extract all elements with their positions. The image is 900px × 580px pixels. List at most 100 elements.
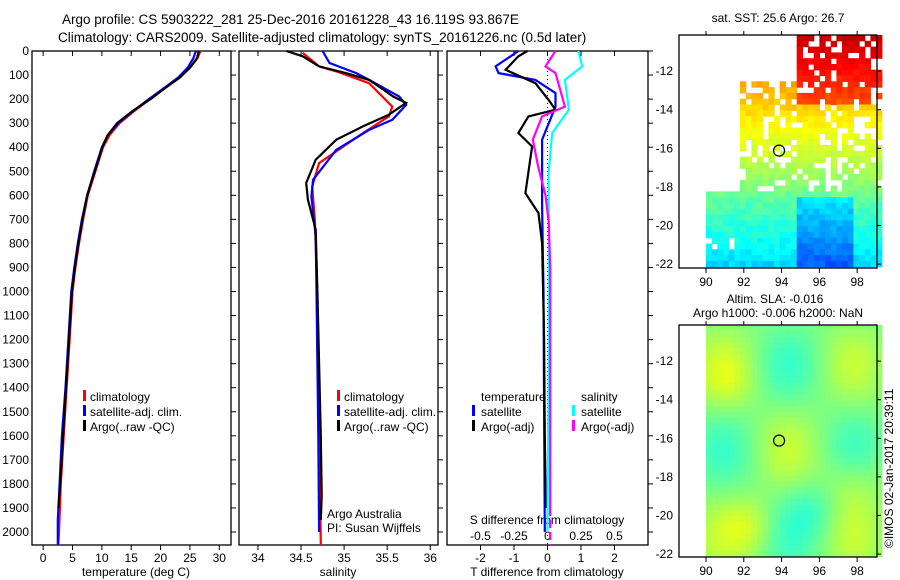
x-tick-label: 94 (775, 275, 789, 289)
x-tick-label: 25 (183, 551, 197, 565)
sla-map: 90 92 94 96 98 -12 -14 -16 -18 -20 -22 (656, 321, 883, 578)
legend-swatch-s-argo (572, 420, 575, 431)
legend-label: Argo(..raw -QC) (90, 420, 175, 434)
y-tick-label: -20 (656, 219, 674, 233)
x-tick-label: 35.5 (375, 551, 399, 565)
y-tick-label: 100 (9, 68, 29, 82)
x-tick-label: 35 (337, 551, 351, 565)
legend-header-temperature: temperature (481, 390, 546, 404)
annotation-argo-australia: Argo Australia (327, 507, 402, 521)
series-line-temperature-argo-adj- (503, 50, 558, 509)
y-tick-label: 1900 (2, 501, 29, 515)
title-line1: Argo profile: CS 5903222_281 25-Dec-2016… (62, 12, 519, 27)
salinity-frame (238, 50, 439, 546)
x-tick-label: 94 (775, 564, 789, 578)
x-tick-label: -2 (475, 551, 486, 565)
legend-swatch-satellite (337, 405, 340, 416)
legend-swatch-t-argo (472, 420, 475, 431)
x-tick-label: 90 (699, 275, 713, 289)
y-tick-label: 200 (9, 92, 29, 106)
y-tick-label: 1400 (2, 381, 29, 395)
salinity-xlabel: salinity (320, 565, 357, 579)
y-tick-label: 1000 (2, 285, 29, 299)
x-tick-label: 34.5 (289, 551, 313, 565)
y-tick-label: 1300 (2, 357, 29, 371)
x-tick-label: 36 (424, 551, 438, 565)
x-tick-label: 90 (699, 564, 713, 578)
legend-label: climatology (90, 390, 150, 404)
legend-label: satellite-adj. clim. (90, 405, 182, 419)
temperature-legend: climatology satellite-adj. clim. Argo(..… (83, 390, 182, 434)
series-line-argo-raw-qc- (286, 49, 409, 521)
legend-swatch-climatology (83, 390, 86, 401)
timestamp: ©IMOS 02-Jan-2017 20:39:11 (882, 388, 896, 548)
legend-swatch-s-satellite (572, 405, 575, 416)
sst-map-title: sat. SST: 25.6 Argo: 26.7 (712, 11, 845, 25)
sst-map-frame (678, 34, 878, 269)
y-tick-label: 800 (9, 236, 29, 250)
y-tick-label: 700 (9, 212, 29, 226)
y-tick-label: 2000 (2, 525, 29, 539)
x-tick-label: 0 (544, 551, 551, 565)
sla-map-field (706, 325, 883, 558)
y-tick-label: -14 (656, 103, 674, 117)
y-tick-label: -12 (656, 64, 674, 78)
tdiff-xlabel: T difference from climatology (470, 565, 624, 579)
y-tick-label: 0 (22, 44, 29, 58)
series-line-satellite-adj-clim- (56, 50, 197, 545)
sst-map: 90 92 94 96 98 -12 -14 -16 -18 -20 -22 (656, 31, 883, 289)
x-tick-label: 98 (850, 564, 864, 578)
x-tick-label: -1 (509, 551, 520, 565)
series-line-argo-raw-qc- (57, 50, 200, 509)
y-tick-label: 1200 (2, 333, 29, 347)
s-diff-tick-label: 0.25 (569, 529, 593, 543)
y-tick-label: -22 (656, 257, 674, 271)
argo-position-marker (772, 434, 786, 447)
y-tick-label: 400 (9, 140, 29, 154)
x-tick-label: 30 (213, 551, 227, 565)
x-tick-label: 15 (125, 551, 139, 565)
legend-label: Argo(-adj) (581, 420, 634, 434)
difference-legend: temperature salinity satellite Argo(-adj… (472, 390, 634, 434)
s-diff-tick-label: -0.5 (470, 529, 491, 543)
temperature-panel: 0 5 10 15 20 25 300100200300400500600700800900… (2, 44, 236, 565)
y-tick-label: -18 (656, 180, 674, 194)
y-tick-label: 300 (9, 116, 29, 130)
y-tick-label: -16 (656, 141, 674, 155)
legend-label: satellite-adj. clim. (344, 405, 436, 419)
x-tick-label: 10 (95, 551, 109, 565)
legend-label: satellite (581, 405, 622, 419)
legend-label: climatology (344, 390, 404, 404)
s-diff-tick-label: 0.5 (606, 529, 623, 543)
legend-swatch-argo (337, 420, 340, 431)
x-tick-label: 92 (737, 275, 751, 289)
series-line-salinity-argo-adj- (531, 50, 567, 508)
x-tick-label: 20 (154, 551, 168, 565)
legend-swatch-climatology (337, 390, 340, 401)
sst-map-field (706, 35, 883, 268)
x-tick-label: 98 (850, 275, 864, 289)
series-line-satellite-adj-clim- (310, 50, 408, 533)
y-tick-label: 1700 (2, 453, 29, 467)
x-tick-label: 34 (251, 551, 265, 565)
y-tick-label: -12 (656, 354, 674, 368)
y-tick-label: 1800 (2, 477, 29, 491)
y-tick-label: 500 (9, 164, 29, 178)
s-diff-tick-label: -0.25 (500, 529, 528, 543)
title-line2: Climatology: CARS2009. Satellite-adjuste… (58, 30, 586, 45)
x-tick-label: 1 (578, 551, 585, 565)
x-tick-label: 2 (611, 551, 618, 565)
series-line-climatology (57, 50, 202, 546)
y-tick-label: -14 (656, 393, 674, 407)
legend-header-salinity: salinity (581, 390, 618, 404)
sla-map-title-line2: Argo h1000: -0.006 h2000: NaN (693, 306, 863, 320)
x-tick-label: 92 (737, 564, 751, 578)
y-tick-label: -18 (656, 470, 674, 484)
argo-position-marker (772, 144, 786, 157)
legend-swatch-satellite (83, 405, 86, 416)
y-tick-label: 900 (9, 260, 29, 274)
legend-label: satellite (481, 405, 522, 419)
